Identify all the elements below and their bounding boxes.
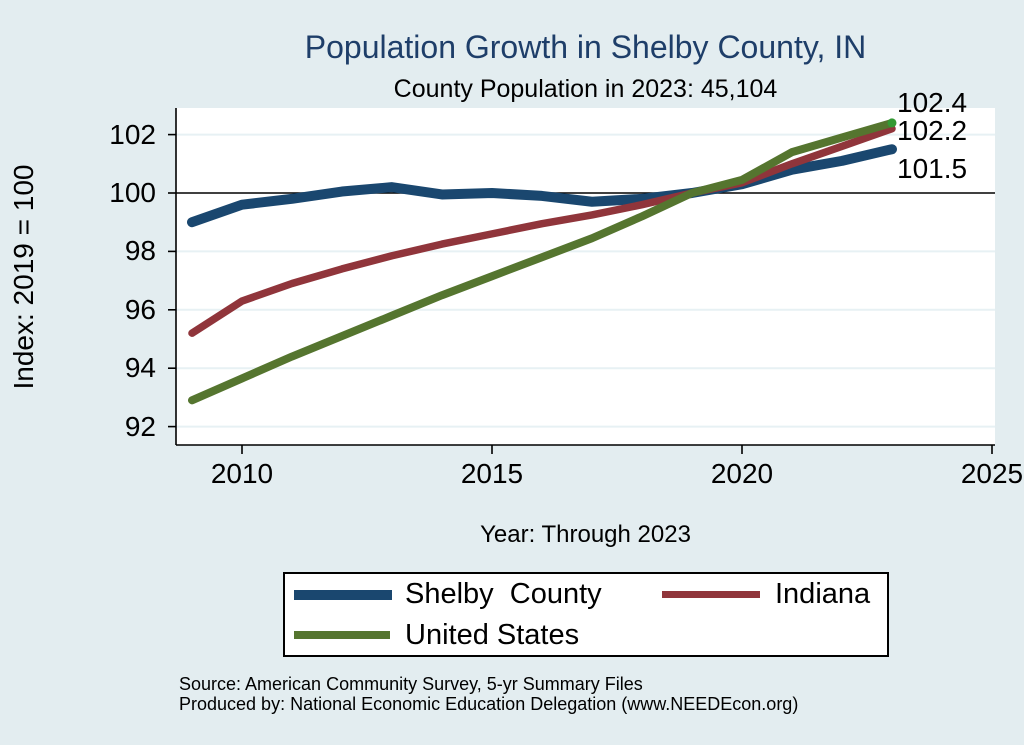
x-tick-label-2020: 2020	[710, 458, 774, 489]
legend: Shelby County Indiana United States	[283, 572, 889, 657]
y-tick-label-92: 92	[124, 410, 156, 442]
legend-label-indiana: Indiana	[775, 578, 871, 610]
chart-subtitle: County Population in 2023: 45,104	[393, 75, 778, 103]
y-tick-label-102: 102	[109, 118, 156, 150]
series-line-1	[188, 125, 896, 337]
end-label-102.4: 102.4	[897, 87, 968, 118]
series-line-0	[187, 144, 897, 228]
x-tick-label-2010: 2010	[210, 458, 274, 489]
y-tick-label-94: 94	[124, 352, 156, 384]
legend-swatch-indiana	[662, 591, 760, 598]
x-tick-label-2025: 2025	[960, 458, 1024, 489]
source-note: Source: American Community Survey, 5-yr …	[179, 674, 798, 714]
chart-title: Population Growth in Shelby County, IN	[304, 29, 867, 65]
end-label-102.2: 102.2	[897, 115, 968, 146]
y-tick-label-98: 98	[124, 235, 156, 267]
legend-swatch-shelby-county	[294, 590, 392, 600]
end-label-101.5: 101.5	[897, 153, 968, 184]
legend-label-united-states: United States	[405, 619, 580, 651]
legend-swatch-united-states	[294, 631, 390, 639]
x-tick-label-2015: 2015	[460, 458, 524, 489]
series-end-marker	[887, 118, 897, 128]
x-axis-title: Year: Through 2023	[480, 521, 691, 548]
source-line-2: Produced by: National Economic Education…	[179, 694, 799, 714]
plot-area	[168, 108, 995, 454]
series-line-2	[188, 118, 896, 405]
source-line-1: Source: American Community Survey, 5-yr …	[179, 674, 643, 694]
y-tick-label-100: 100	[109, 177, 156, 208]
y-axis-title: Index: 2019 = 100	[8, 164, 39, 390]
y-tick-label-96: 96	[124, 293, 156, 325]
legend-label-shelby-county: Shelby County	[405, 578, 602, 610]
